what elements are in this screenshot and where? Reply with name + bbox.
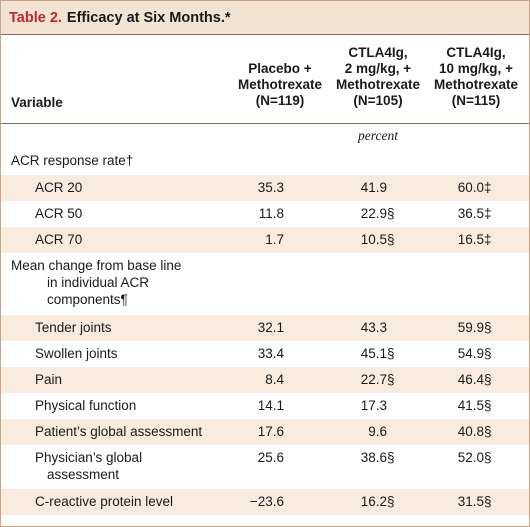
cell-value: 40.8§	[457, 424, 492, 439]
cell-value: 14.1	[257, 398, 284, 413]
header-ctla4ig-10mg: CTLA4Ig, 10 mg/kg, + Methotrexate (N=115…	[428, 45, 524, 109]
row-label: ACR 20	[35, 180, 83, 195]
cell-value: 10.5§	[360, 232, 395, 247]
cell-value: 38.6§	[360, 450, 395, 465]
cell-value: 25.6	[257, 450, 284, 465]
table-row: Pain 8.4 22.7§ 46.4§	[1, 367, 529, 393]
cell-value: 54.9§	[457, 346, 492, 361]
row-label: C-reactive protein level	[35, 494, 174, 509]
table-title: Efficacy at Six Months.*	[66, 9, 231, 26]
row-label: ACR 50	[35, 206, 83, 221]
cell-value: 1.7	[265, 232, 284, 247]
row-label: Pain	[35, 372, 63, 387]
cell-value: 46.4§	[457, 372, 492, 387]
row-label: ACR 70	[35, 232, 83, 247]
cell-value: 35.3	[257, 180, 284, 195]
cell-value: 11.8	[258, 206, 284, 221]
cell-value: 43.3	[360, 320, 387, 335]
header-text: (N=115)	[451, 93, 501, 108]
table-row: ACR 70 1.7 10.5§ 16.5‡	[1, 227, 529, 253]
header-text: 2 mg/kg, +	[344, 61, 412, 76]
table-label: Table 2.	[9, 9, 62, 26]
section-label: ACR response rate†	[11, 153, 134, 168]
cell-value: −23.6	[249, 494, 284, 509]
header-text: CTLA4Ig,	[348, 45, 408, 60]
cell-value: 45.1§	[360, 346, 395, 361]
table-row: Patient’s global assessment 17.6 9.6 40.…	[1, 419, 529, 445]
cell-value: 16.2§	[360, 494, 395, 509]
cell-value: 52.0§	[457, 450, 492, 465]
section-label: Mean change from base line in individual…	[11, 258, 182, 307]
table-row: ACR 20 35.3 41.9 60.0‡	[1, 175, 529, 201]
cell-value: 36.5‡	[457, 206, 492, 221]
cell-value: 31.5§	[457, 494, 492, 509]
row-label: Patient’s global assessment	[35, 424, 203, 439]
cell-value: 17.6	[257, 424, 284, 439]
cell-value: 22.9§	[360, 206, 395, 221]
header-text: (N=119)	[255, 93, 305, 108]
row-label: Physical function	[35, 398, 137, 413]
cell-value: 22.7§	[360, 372, 395, 387]
cell-value: 59.9§	[457, 320, 492, 335]
table-title-bar: Table 2. Efficacy at Six Months.*	[1, 1, 529, 35]
cell-value: 41.5§	[457, 398, 492, 413]
cell-value: 8.4	[265, 372, 284, 387]
row-label: Swollen joints	[35, 346, 118, 361]
row-label: Tender joints	[35, 320, 112, 335]
table-row: Physician’s global assessment 25.6 38.6§…	[1, 445, 529, 489]
cell-value: 41.9	[360, 180, 387, 195]
header-ctla4ig-2mg: CTLA4Ig, 2 mg/kg, + Methotrexate (N=105)	[330, 45, 426, 109]
cell-value: 17.3	[360, 398, 387, 413]
header-text: Methotrexate	[237, 77, 323, 92]
units-row: percent	[1, 123, 529, 148]
header-text: Methotrexate	[433, 77, 519, 92]
cell-value: 33.4	[257, 346, 284, 361]
header-placebo: Placebo + Methotrexate (N=119)	[232, 61, 328, 109]
section-mean-change: Mean change from base line in individual…	[1, 253, 529, 315]
cell-value: 60.0‡	[457, 180, 492, 195]
header-text: 10 mg/kg, +	[439, 61, 513, 76]
header-text: CTLA4Ig,	[446, 45, 506, 60]
header-text: Methotrexate	[335, 77, 421, 92]
units-label: percent	[358, 128, 398, 143]
header-variable: Variable	[11, 95, 63, 110]
section-acr-response: ACR response rate†	[1, 148, 529, 175]
header-text: (N=105)	[353, 93, 403, 108]
cell-value: 9.6	[368, 424, 387, 439]
table-row: C-reactive protein level −23.6 16.2§ 31.…	[1, 489, 529, 515]
table-row: Physical function 14.1 17.3 41.5§	[1, 393, 529, 419]
table-row: ACR 50 11.8 22.9§ 36.5‡	[1, 201, 529, 227]
table-row: Tender joints 32.1 43.3 59.9§	[1, 315, 529, 341]
header-text: Placebo +	[248, 61, 312, 76]
cell-value: 16.5‡	[457, 232, 492, 247]
table-row: Swollen joints 33.4 45.1§ 54.9§	[1, 341, 529, 367]
row-label: Physician’s global assessment	[35, 450, 143, 482]
table-header: Placebo + Methotrexate (N=119) CTLA4Ig, …	[1, 35, 529, 123]
cell-value: 32.1	[257, 320, 284, 335]
